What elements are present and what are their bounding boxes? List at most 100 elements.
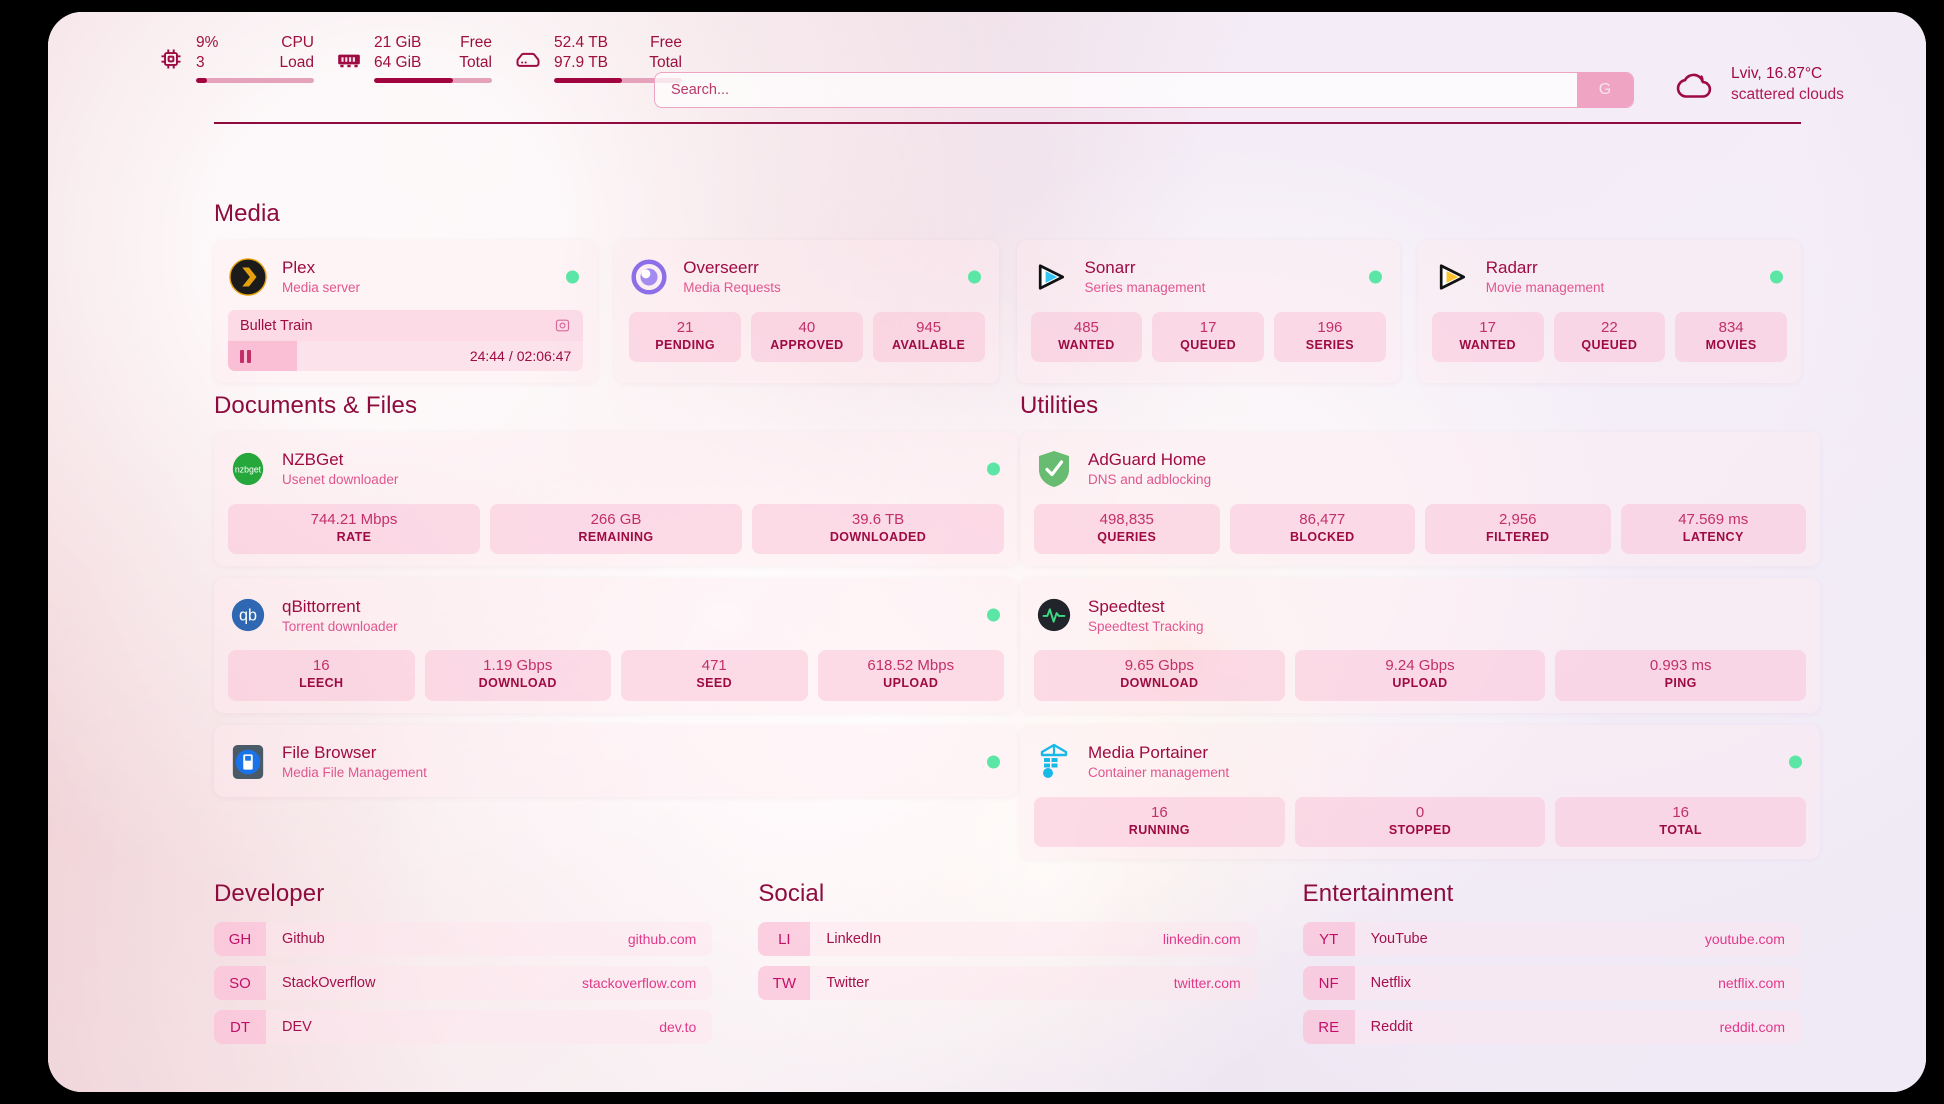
pause-icon[interactable] bbox=[240, 349, 251, 363]
bookmark-name: YouTube bbox=[1370, 931, 1428, 947]
bookmark-name: LinkedIn bbox=[826, 931, 882, 947]
service-name: Speedtest bbox=[1088, 596, 1165, 616]
disk-icon bbox=[514, 45, 542, 73]
stat-label: TOTAL bbox=[1659, 822, 1702, 837]
bookmark-abbr: GH bbox=[214, 922, 266, 956]
stat-value: 17 bbox=[1479, 319, 1496, 336]
search-bar[interactable]: G bbox=[654, 72, 1634, 108]
service-desc: Movie management bbox=[1485, 280, 1605, 296]
svg-text:qb: qb bbox=[239, 607, 257, 625]
bookmark-url: dev.to bbox=[659, 1019, 697, 1035]
memory-metric-group: 21 GiB 64 GiB Free Total bbox=[336, 33, 492, 85]
service-name: Media Portainer bbox=[1088, 742, 1209, 762]
stat-label: FILTERED bbox=[1486, 529, 1550, 544]
memory-usage-bar bbox=[374, 77, 492, 83]
playback-progress-bar[interactable] bbox=[228, 341, 297, 371]
bookmark-abbr: TW bbox=[758, 966, 811, 1000]
service-card-file-browser[interactable]: File Browser Media File Management bbox=[214, 724, 1018, 797]
bookmark-group-title: Social bbox=[758, 880, 825, 907]
stat-tile: 39.6 TB DOWNLOADED bbox=[752, 504, 1004, 555]
stat-label: BLOCKED bbox=[1289, 529, 1355, 544]
bookmark-item[interactable]: DT DEV dev.to bbox=[214, 1010, 713, 1044]
service-card-radarr[interactable]: Radarr Movie management 17 WANTED 22 QUE… bbox=[1417, 240, 1801, 383]
stat-tile: 945 AVAILABLE bbox=[872, 312, 985, 363]
bookmark-item[interactable]: SO StackOverflow stackoverflow.com bbox=[214, 966, 713, 1000]
status-dot-online bbox=[967, 270, 981, 284]
search-submit-button[interactable]: G bbox=[1577, 73, 1633, 107]
service-card-qbittorrent[interactable]: qb qBittorrent Torrent downloader 16 LEE… bbox=[214, 578, 1018, 713]
service-card-speedtest[interactable]: Speedtest Speedtest Tracking 9.65 Gbps D… bbox=[1020, 578, 1820, 713]
stat-tile: 2,956 FILTERED bbox=[1425, 504, 1611, 555]
status-dot-online bbox=[1368, 270, 1382, 284]
service-card-adguard-home[interactable]: AdGuard Home DNS and adblocking 498,835 … bbox=[1020, 432, 1820, 567]
memory-label-top: Free bbox=[460, 34, 492, 52]
stat-label: STOPPED bbox=[1388, 822, 1452, 837]
stat-tile: 40 APPROVED bbox=[751, 312, 863, 363]
cpu-metric-group: 9% 3 CPU Load bbox=[158, 33, 314, 85]
service-card-overseerr[interactable]: Overseerr Media Requests 21 PENDING 40 A… bbox=[615, 240, 999, 383]
bookmark-name: Reddit bbox=[1370, 1019, 1413, 1035]
stat-label: LEECH bbox=[299, 676, 344, 691]
status-dot-online bbox=[987, 462, 1000, 476]
service-card-plex[interactable]: Plex Media server Bullet Train bbox=[214, 240, 598, 383]
stat-value: 16 bbox=[1150, 803, 1168, 821]
bookmark-name: Netflix bbox=[1370, 975, 1411, 991]
stat-label: QUERIES bbox=[1097, 529, 1157, 544]
service-desc: Media Requests bbox=[683, 280, 781, 296]
stat-label: RATE bbox=[336, 529, 372, 544]
bookmark-url: youtube.com bbox=[1704, 931, 1785, 947]
weather-widget: Lviv, 16.87°C scattered clouds bbox=[1673, 64, 1844, 106]
cpu-usage-bar bbox=[196, 77, 314, 83]
bookmark-group-developer: Developer GH Github github.com SO StackO… bbox=[214, 880, 713, 1054]
stat-label: MOVIES bbox=[1705, 337, 1757, 352]
stat-tile: 744.21 Mbps RATE bbox=[228, 504, 480, 555]
bookmark-item[interactable]: NF Netflix netflix.com bbox=[1302, 966, 1801, 1000]
top-bar: 9% 3 CPU Load bbox=[48, 28, 1926, 108]
stat-tile: 834 MOVIES bbox=[1675, 312, 1787, 363]
bookmark-item[interactable]: GH Github github.com bbox=[214, 922, 713, 956]
stat-tile: 485 WANTED bbox=[1030, 312, 1143, 363]
memory-free: 21 GiB bbox=[374, 34, 422, 52]
stat-value: 0 bbox=[1415, 803, 1425, 821]
stat-label: WANTED bbox=[1459, 337, 1516, 352]
service-card-media-portainer[interactable]: Media Portainer Container management 16 … bbox=[1020, 724, 1820, 860]
bookmarks-row: Developer GH Github github.com SO StackO… bbox=[214, 880, 1801, 1054]
cast-icon[interactable] bbox=[554, 317, 571, 334]
plex-icon bbox=[228, 257, 268, 297]
stat-tile: 9.24 Gbps UPLOAD bbox=[1294, 650, 1546, 701]
stat-tile: 21 PENDING bbox=[629, 312, 741, 363]
adguard-shield-icon bbox=[1034, 449, 1074, 489]
search-input[interactable] bbox=[655, 73, 1577, 107]
stat-tile: 86,477 BLOCKED bbox=[1229, 504, 1415, 555]
service-card-sonarr[interactable]: Sonarr Series management 485 WANTED 17 Q… bbox=[1016, 240, 1400, 383]
bookmark-item[interactable]: LI LinkedIn linkedin.com bbox=[758, 922, 1257, 956]
bookmark-abbr: NF bbox=[1302, 966, 1355, 1000]
bookmark-group-title: Developer bbox=[214, 880, 325, 907]
section-title-media: Media bbox=[214, 200, 280, 227]
status-dot-online bbox=[566, 270, 580, 284]
stat-value: 266 GB bbox=[590, 511, 642, 528]
bookmark-item[interactable]: RE Reddit reddit.com bbox=[1302, 1010, 1801, 1044]
stat-tile: 16 LEECH bbox=[228, 650, 415, 701]
stat-tile: 618.52 Mbps UPLOAD bbox=[817, 650, 1004, 701]
stat-value: 22 bbox=[1601, 319, 1618, 336]
stat-label: QUEUED bbox=[1581, 337, 1638, 352]
weather-location-temp: Lviv, 16.87°C bbox=[1731, 65, 1823, 82]
storage-label-bottom: Total bbox=[649, 54, 682, 71]
bookmark-url: github.com bbox=[627, 931, 697, 947]
storage-metric-group: 52.4 TB 97.9 TB Free Total bbox=[514, 33, 682, 85]
bookmark-item[interactable]: TW Twitter twitter.com bbox=[758, 966, 1257, 1000]
stat-tile: 47.569 ms LATENCY bbox=[1620, 504, 1806, 555]
stat-row: 498,835 QUERIES 86,477 BLOCKED 2,956 FIL… bbox=[1034, 504, 1806, 555]
bookmark-item[interactable]: YT YouTube youtube.com bbox=[1302, 922, 1801, 956]
service-name: NZBGet bbox=[282, 450, 344, 470]
stat-tile: 471 SEED bbox=[621, 650, 808, 701]
service-name: Radarr bbox=[1485, 258, 1538, 278]
stat-value: 9.24 Gbps bbox=[1385, 657, 1455, 675]
dashboard-window: 9% 3 CPU Load bbox=[48, 12, 1926, 1092]
stat-row: 21 PENDING 40 APPROVED 945 AVAILABLE bbox=[629, 312, 985, 363]
service-card-nzbget[interactable]: nzbget NZBGet Usenet downloader 744.21 M… bbox=[214, 432, 1018, 567]
service-desc: Series management bbox=[1084, 280, 1206, 296]
stat-value: 498,835 bbox=[1099, 511, 1154, 528]
section-title-utilities: Utilities bbox=[1020, 392, 1099, 419]
